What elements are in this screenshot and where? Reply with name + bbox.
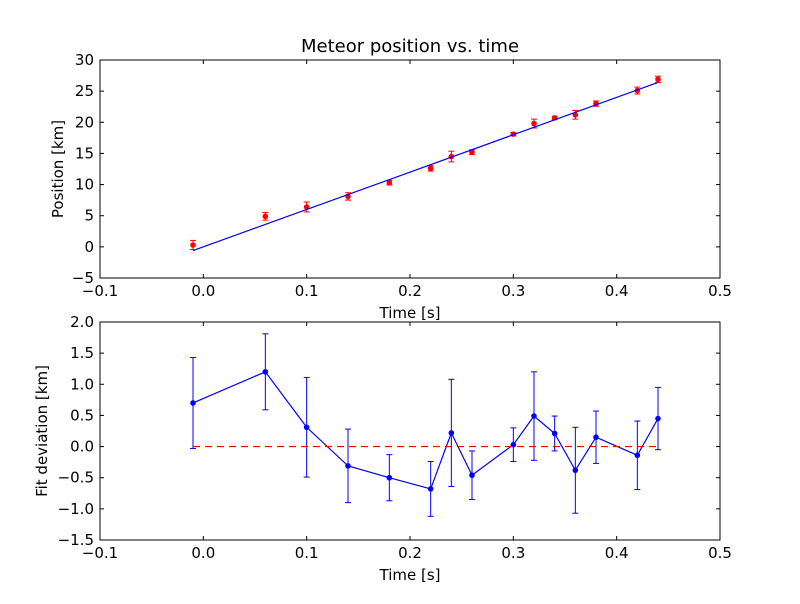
top-data-point (262, 213, 269, 220)
bottom-x-tick-label: 0.1 (295, 544, 319, 562)
top-y-tick-label: 10 (75, 176, 94, 194)
top-y-tick-label: −5 (72, 269, 94, 287)
top-subplot: Meteor position vs. time Time [s] Positi… (49, 36, 732, 322)
bottom-data-point (427, 486, 434, 492)
bottom-data-point (551, 430, 558, 437)
top-y-tick-label: 0 (84, 238, 94, 256)
top-y-tick-label: 5 (84, 207, 94, 225)
bottom-data-point (262, 369, 269, 375)
bottom-y-axis-label: Fit deviation [km] (33, 365, 51, 497)
bottom-data-point (531, 413, 537, 419)
top-x-axis-label: Time [s] (379, 304, 441, 322)
top-plot-title: Meteor position vs. time (301, 36, 519, 57)
bottom-x-tick-label: 0.5 (708, 544, 732, 562)
bottom-y-tick-label: −0.5 (58, 469, 94, 487)
bottom-x-tick-label: −0.1 (82, 544, 118, 562)
top-fit-line (192, 81, 659, 252)
top-x-tick-label: 0.1 (295, 282, 319, 300)
bottom-x-tick-label: 0.3 (501, 544, 525, 562)
top-data-point (386, 179, 393, 186)
bottom-data-point (303, 424, 310, 431)
bottom-y-tick-label: 0.0 (70, 438, 94, 456)
bottom-data-point (469, 472, 475, 479)
bottom-x-tick-label: 0.2 (398, 544, 422, 562)
top-x-tick-label: −0.1 (82, 282, 118, 300)
bottom-y-tick-label: 0.5 (70, 406, 94, 424)
bottom-data-point (655, 415, 661, 422)
bottom-data-point (510, 441, 517, 448)
top-data-point (427, 165, 434, 172)
top-y-tick-label: 30 (75, 51, 94, 69)
top-x-tick-label: 0.3 (501, 282, 525, 300)
bottom-plot-content: −0.1 0.0 0.1 0.2 0.3 0.4 0.5 −1.5 −1.0 −0.5 0.0 0.5… (58, 313, 732, 562)
bottom-data-point (593, 434, 599, 441)
top-y-tick-label: 20 (75, 113, 94, 131)
top-plot-content: −0.1 0.0 0.1 0.2 0.3 0.4 0.5 −5 0 5 10 15 20 25 30 (72, 51, 732, 300)
bottom-data-point (345, 463, 351, 469)
bottom-y-tick-label: 1.5 (70, 344, 94, 362)
top-y-tick-label: 25 (75, 82, 94, 100)
bottom-series-line (192, 371, 659, 490)
top-y-axis-label: Position [km] (49, 120, 67, 218)
bottom-y-tick-label: 1.0 (70, 375, 94, 393)
bottom-data-point (190, 400, 196, 406)
bottom-data-point (634, 452, 641, 459)
bottom-x-tick-label: 0.0 (191, 544, 215, 562)
bottom-y-tick-label: −1.0 (58, 500, 94, 518)
bottom-x-axis-label: Time [s] (379, 566, 441, 584)
top-plot-frame (99, 59, 721, 279)
top-x-tick-label: 0.0 (191, 282, 215, 300)
bottom-x-tick-label: 0.4 (605, 544, 629, 562)
top-data-point (655, 76, 661, 83)
bottom-subplot: Time [s] Fit deviation [km] −0.1 0.0 0.1 0.… (33, 313, 732, 584)
bottom-plot-frame (99, 321, 721, 541)
top-x-tick-label: 0.4 (605, 282, 629, 300)
top-x-tick-label: 0.2 (398, 282, 422, 300)
top-y-tick-label: 15 (75, 144, 94, 162)
top-data-point (531, 120, 537, 127)
bottom-data-point (386, 474, 393, 481)
bottom-y-tick-label: −1.5 (58, 531, 94, 549)
bottom-data-point (448, 430, 455, 436)
bottom-data-point (572, 467, 579, 474)
top-data-point (190, 242, 196, 248)
bottom-y-tick-label: 2.0 (70, 313, 94, 331)
top-x-tick-label: 0.5 (708, 282, 732, 300)
